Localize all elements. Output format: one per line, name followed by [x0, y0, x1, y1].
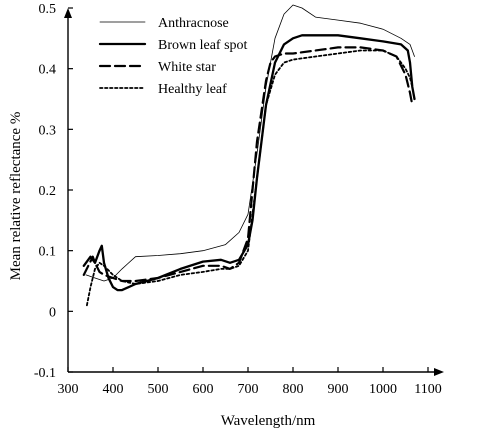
x-tick-label: 1100 [414, 382, 441, 397]
y-tick-label: 0.5 [39, 2, 57, 17]
x-tick-label: 1000 [369, 382, 397, 397]
x-axis-title: Wavelength/nm [221, 413, 316, 429]
y-axis-arrow [64, 8, 72, 18]
series-layer [82, 4, 416, 307]
y-axis-title: Mean relative reflectance % [8, 112, 24, 281]
y-tick-label: 0.1 [39, 245, 57, 260]
legend: Anthracnose Brown leaf spot White star Heal… [98, 16, 248, 97]
x-tick-label: 800 [283, 382, 304, 397]
legend-label: Anthracnose [158, 16, 229, 31]
axes: 300 400 500 600 700 800 900 1000 1100 -0.1 0 0.1 0.2… [34, 2, 444, 397]
x-tick-label: 500 [148, 382, 169, 397]
y-tick-label: -0.1 [34, 366, 56, 381]
y-tick-label: 0 [49, 305, 56, 320]
series-line-anthracnose [85, 4, 415, 282]
x-tick-label: 300 [58, 382, 79, 397]
series-line-white-star [82, 46, 414, 283]
series-line-brown-leaf-spot [82, 34, 416, 292]
legend-label: White star [158, 60, 216, 75]
y-tick-label: 0.3 [39, 123, 57, 138]
x-tick-label: 700 [238, 382, 259, 397]
legend-label: Brown leaf spot [158, 38, 248, 53]
x-tick-label: 600 [193, 382, 214, 397]
x-axis-arrow [434, 368, 444, 376]
y-tick-label: 0.2 [39, 184, 57, 199]
series-line-healthy-leaf [86, 49, 414, 307]
y-tick-label: 0.4 [39, 63, 57, 78]
legend-label: Healthy leaf [158, 82, 227, 97]
x-tick-label: 400 [103, 382, 124, 397]
x-tick-label: 900 [328, 382, 349, 397]
